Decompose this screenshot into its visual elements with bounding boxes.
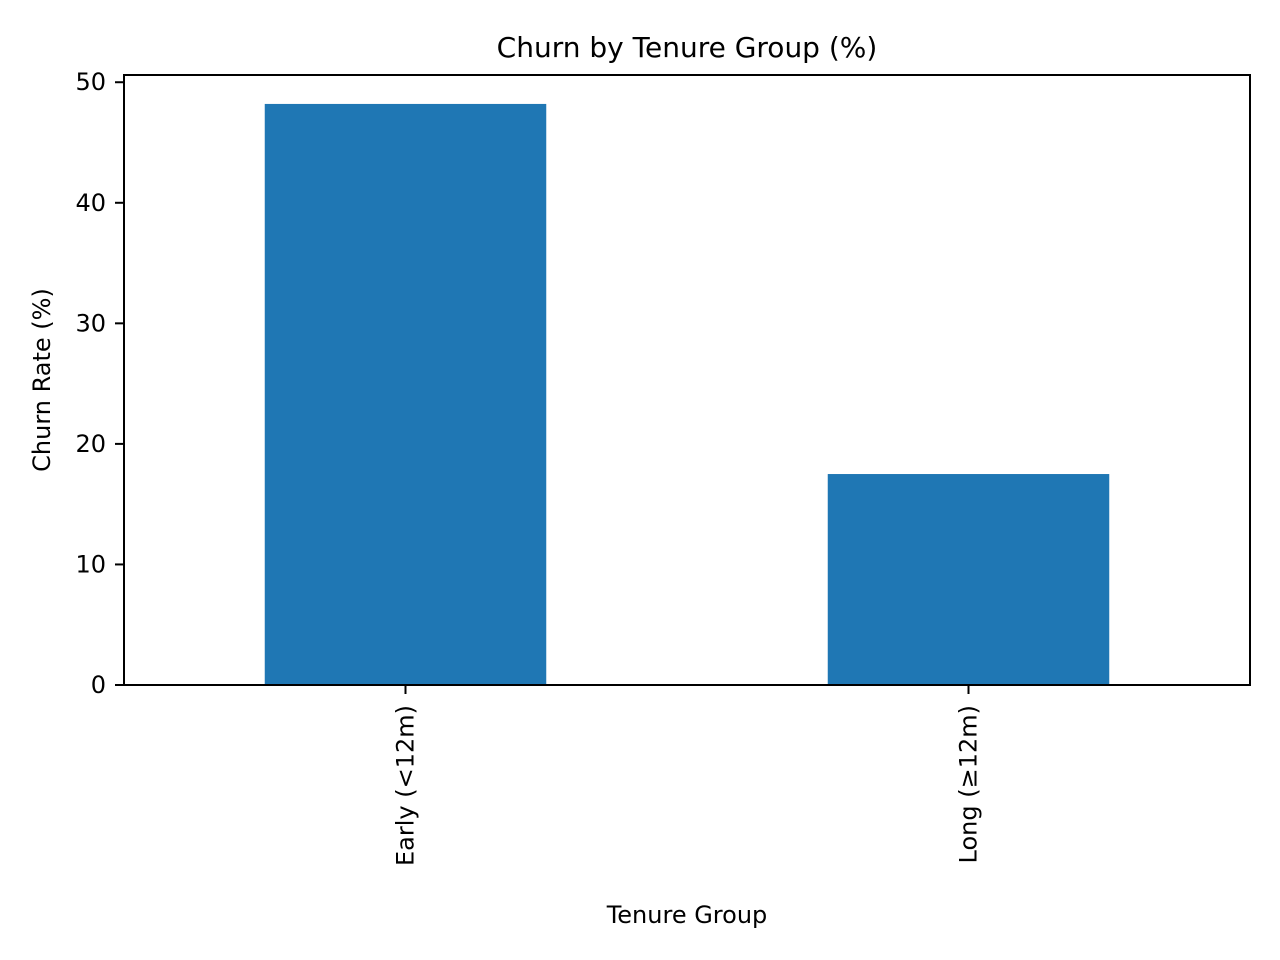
bar	[264, 103, 547, 686]
y-tick-label: 50	[75, 68, 106, 96]
chart-title: Churn by Tenure Group (%)	[497, 31, 878, 64]
y-axis-label: Churn Rate (%)	[28, 288, 56, 472]
y-tick-label: 40	[75, 189, 106, 217]
y-tick-label: 0	[91, 671, 106, 699]
y-tick-label: 30	[75, 309, 106, 337]
y-tick-label: 10	[75, 550, 106, 578]
x-axis-label: Tenure Group	[606, 901, 768, 929]
plot-frame	[123, 74, 1251, 686]
bars-layer	[264, 103, 1110, 686]
bar	[827, 474, 1110, 685]
y-axis: 0 10 20 30 40 50	[75, 68, 124, 699]
x-tick-label: Early (<12m)	[392, 705, 420, 866]
y-tick-label: 20	[75, 430, 106, 458]
x-tick-label: Long (≥12m)	[955, 705, 983, 863]
x-axis: Early (<12m) Long (≥12m)	[392, 685, 983, 866]
